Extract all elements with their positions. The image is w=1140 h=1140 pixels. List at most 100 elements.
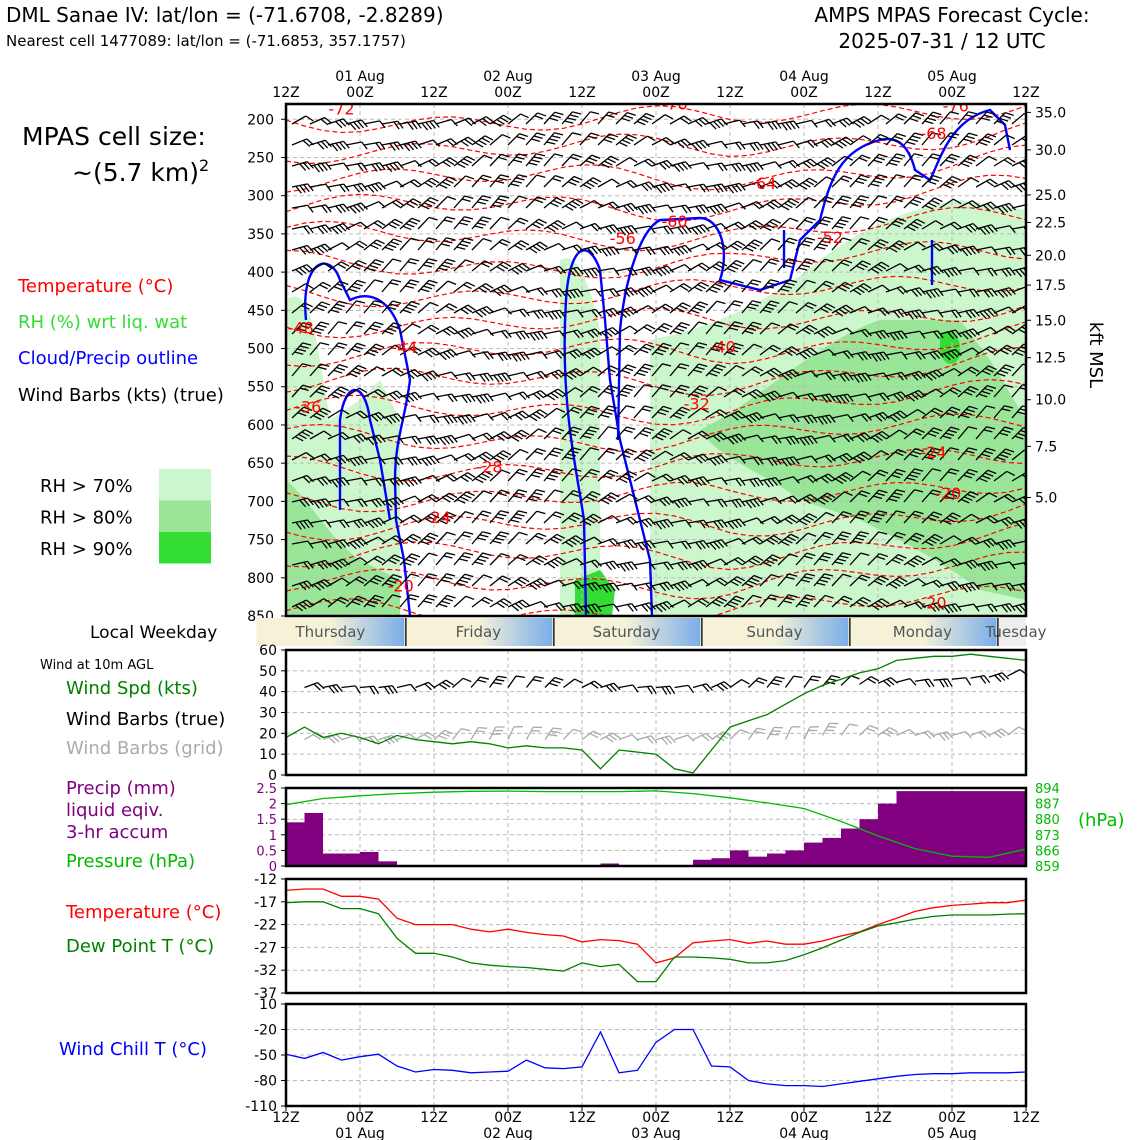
wind-barb <box>579 468 600 482</box>
wind-barb <box>489 284 512 297</box>
height-tick-label: 20.0 <box>1035 248 1066 264</box>
bottom-date-label: 04 Aug <box>779 1126 829 1140</box>
wind-barb <box>525 132 546 146</box>
wind-barb <box>903 241 926 251</box>
wind-barb <box>363 574 385 587</box>
surface-wind-barb <box>933 678 953 688</box>
wind-barb <box>921 197 943 210</box>
surface-wind-barb <box>525 675 544 688</box>
wind-barb <box>561 406 583 419</box>
wind-barb <box>957 405 978 419</box>
wind-barb <box>507 153 528 167</box>
top-hour-label: 00Z <box>938 85 965 101</box>
wind-barb <box>903 112 925 125</box>
wind-barb <box>921 111 942 125</box>
wind-barb <box>363 536 386 545</box>
grid-wind-barb <box>933 731 954 741</box>
wind-barb <box>345 477 368 486</box>
temperature-contour-line <box>286 122 1026 165</box>
wind-barb <box>957 603 980 612</box>
wind-barb <box>903 153 924 167</box>
wind-barb <box>525 112 547 125</box>
height-tick-label: 25.0 <box>1035 188 1066 204</box>
weekday-segment <box>404 618 553 646</box>
temperature-label: -44 <box>391 338 417 357</box>
wind-barb <box>939 221 962 230</box>
wind-barb <box>705 454 728 466</box>
wind-barb <box>417 237 438 251</box>
wind-barb <box>399 237 420 251</box>
wind-barb <box>525 409 548 422</box>
wind-barb <box>993 582 1016 592</box>
bottom-hour-label: 00Z <box>938 1110 965 1126</box>
grid-wind-barb <box>600 732 621 743</box>
wind-barb <box>885 195 906 209</box>
wind-barb <box>939 535 962 545</box>
wind-barb <box>327 409 350 419</box>
panel-tick-label: 1.5 <box>256 813 277 828</box>
wind-barb <box>471 283 494 294</box>
precip-bar <box>767 853 786 866</box>
wind-barb <box>831 433 854 443</box>
grid-wind-barb <box>692 732 714 742</box>
wind-barb <box>471 490 493 503</box>
wind-barb <box>651 427 673 441</box>
wind-barb <box>345 433 368 444</box>
panel-tick-label: -80 <box>254 1074 277 1090</box>
wind-barb <box>795 532 817 545</box>
pressure-tick-label: 200 <box>247 112 274 128</box>
legend-rh: RH (%) wrt liq. wat <box>18 312 187 333</box>
wind-barb <box>993 384 1014 398</box>
wind-barb <box>867 575 889 587</box>
pressure-tick-label: 350 <box>247 227 274 243</box>
wind-barb <box>957 366 980 377</box>
wind-barb <box>975 538 998 548</box>
wind-barb <box>453 573 474 587</box>
weekday-segment <box>256 618 405 646</box>
surface-wind-barb <box>600 682 621 693</box>
wind-barb <box>561 387 584 398</box>
surface-wind-barb <box>970 674 991 684</box>
wind-barb <box>993 516 1016 527</box>
wind-barb <box>741 594 762 608</box>
wind-barb <box>939 111 960 125</box>
grid-wind-barb <box>507 726 523 740</box>
top-date-label: 02 Aug <box>483 69 533 85</box>
wind-barb <box>867 174 888 188</box>
wind-barb <box>705 242 728 251</box>
wind-barb <box>849 174 870 188</box>
wind-barb <box>867 489 888 503</box>
temperature-contour-line <box>286 275 1026 308</box>
wind-barb <box>669 406 691 420</box>
wind-barb <box>651 561 674 571</box>
grid-wind-barb <box>747 727 766 740</box>
wind-barb <box>939 387 962 398</box>
bottom-time-axis: 12Z 00Z 12Z 00Z 12Z 00Z 12Z 00Z 12Z 00Z 12Z 01 Aug 0… <box>272 1106 1040 1140</box>
wind-barb <box>435 280 457 293</box>
wind-barb <box>759 594 780 608</box>
rh-legend-swatch <box>159 532 211 564</box>
precip-bar <box>304 812 323 866</box>
wind-barb <box>381 199 404 209</box>
wind-barb <box>507 489 528 503</box>
wind-barb <box>399 217 421 231</box>
grid-wind-barb <box>433 729 454 741</box>
grid-wind-barb <box>988 728 1010 739</box>
wind-barb <box>759 300 780 314</box>
wind-panel-title: Wind at 10m AGL <box>40 658 154 673</box>
wind-barb <box>345 300 366 314</box>
wind-barb <box>903 174 924 188</box>
wind-barb <box>633 181 656 192</box>
wind-barb <box>309 559 332 570</box>
wind-barb <box>885 448 907 461</box>
wind-barb <box>327 454 350 465</box>
wind-barb <box>507 240 530 251</box>
temperature-label: -56 <box>610 229 636 248</box>
wind-barb <box>363 279 384 293</box>
wind-barb <box>435 492 458 503</box>
wind-barb <box>633 112 655 126</box>
wind-barb <box>399 514 422 524</box>
wind-barb <box>471 413 494 421</box>
